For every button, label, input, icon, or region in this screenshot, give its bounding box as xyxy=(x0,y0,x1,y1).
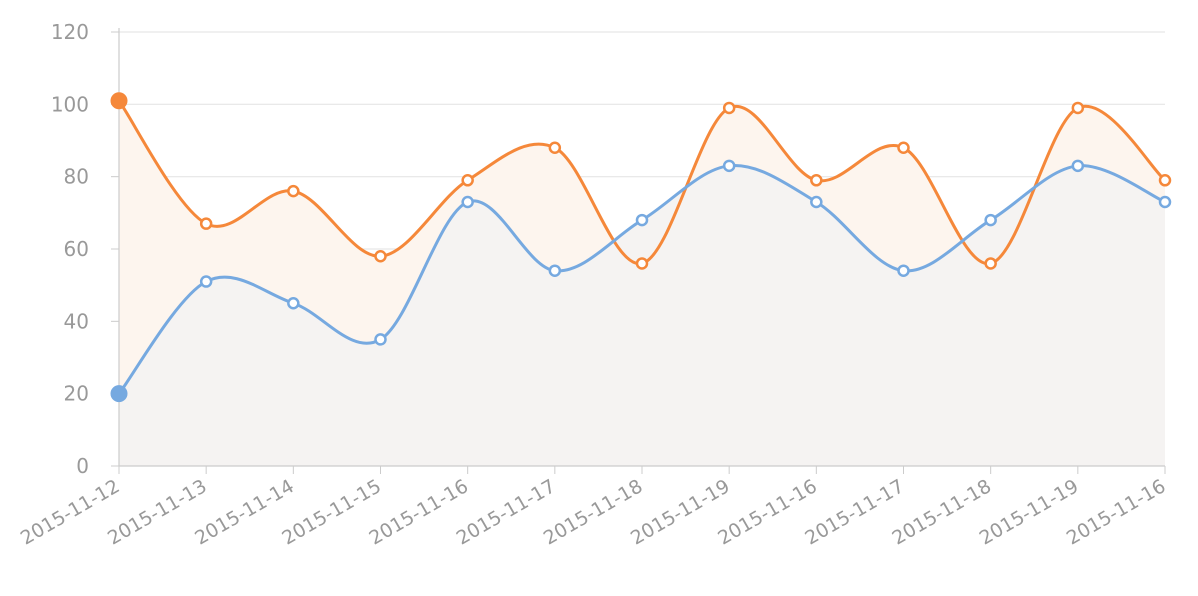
y-tick-label: 100 xyxy=(51,92,89,116)
series-areas xyxy=(119,100,1165,467)
series-1-point[interactable] xyxy=(1071,159,1085,173)
series-1-point[interactable] xyxy=(110,385,128,403)
series-0-point[interactable] xyxy=(1158,174,1172,187)
series-1-point[interactable] xyxy=(374,333,387,346)
series-1-point[interactable] xyxy=(461,195,474,209)
y-tick-label: 120 xyxy=(51,20,89,44)
series-0-point[interactable] xyxy=(287,184,300,198)
series-1-point[interactable] xyxy=(635,213,649,227)
series-1-point[interactable] xyxy=(1158,195,1172,209)
y-tick-label: 20 xyxy=(64,382,89,406)
y-tick-label: 0 xyxy=(76,454,89,478)
series-1-point[interactable] xyxy=(984,213,997,227)
series-points xyxy=(110,92,1172,403)
series-0-point[interactable] xyxy=(722,101,736,115)
series-0-point[interactable] xyxy=(810,174,823,187)
x-tick-label: 2015-11-16 xyxy=(1063,475,1170,549)
series-0-point[interactable] xyxy=(461,174,474,187)
series-1-point[interactable] xyxy=(199,275,213,288)
series-0-point[interactable] xyxy=(1071,101,1085,115)
series-0-point[interactable] xyxy=(548,141,562,154)
series-0-point[interactable] xyxy=(984,257,997,270)
y-tick-label: 80 xyxy=(64,165,89,189)
y-tick-label: 40 xyxy=(64,309,89,333)
series-1-point[interactable] xyxy=(548,264,562,277)
series-1-point[interactable] xyxy=(810,195,823,209)
series-0-point[interactable] xyxy=(635,257,649,270)
series-1-area xyxy=(119,165,1165,467)
series-0-point[interactable] xyxy=(110,92,128,110)
series-1-point[interactable] xyxy=(287,297,300,310)
series-0-point[interactable] xyxy=(897,141,910,154)
series-1-point[interactable] xyxy=(897,264,910,277)
series-1-point[interactable] xyxy=(722,159,736,173)
series-0-point[interactable] xyxy=(199,217,213,230)
series-0-point[interactable] xyxy=(374,249,387,263)
y-tick-label: 60 xyxy=(64,237,89,261)
